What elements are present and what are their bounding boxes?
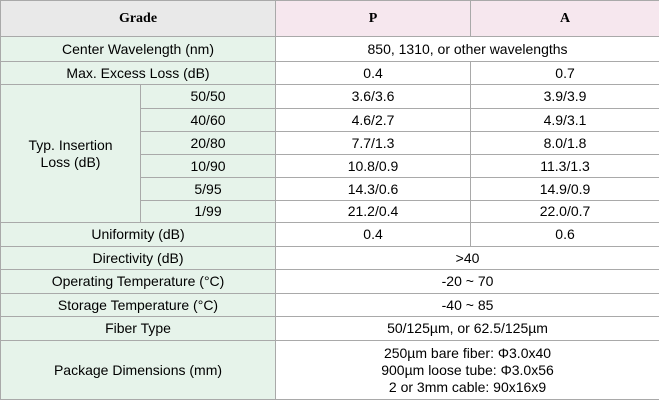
row-label: Typ. Insertion Loss (dB) [0, 84, 141, 223]
row: 1/99 21.2/0.4 22.0/0.7 [1, 200, 659, 223]
cell: 0.4 [275, 222, 472, 247]
cell: 3.9/3.9 [470, 84, 659, 109]
row-label: Storage Temperature (°C) [0, 293, 277, 317]
header-cell: A [470, 0, 659, 37]
cell: 3.6/3.6 [275, 84, 472, 109]
cell: 11.3/1.3 [470, 154, 659, 178]
sub-label: 50/50 [139, 84, 277, 109]
row-label: Center Wavelength (nm) [0, 36, 277, 62]
cell: -40 ~ 85 [275, 293, 659, 317]
row-label: Package Dimensions (mm) [0, 340, 277, 400]
cell: >40 [275, 246, 659, 270]
cell: 4.9/3.1 [470, 108, 659, 132]
cell: 14.9/0.9 [470, 177, 659, 201]
row-label: Directivity (dB) [0, 246, 277, 270]
row: Package Dimensions (mm) 250µm bare fiber… [0, 340, 659, 400]
cell: 4.6/2.7 [275, 108, 472, 132]
row: 40/60 4.6/2.7 4.9/3.1 [1, 108, 659, 132]
row: Uniformity (dB) 0.4 0.6 [0, 222, 659, 247]
row: Storage Temperature (°C) -40 ~ 85 [0, 293, 659, 317]
row: 5/95 14.3/0.6 14.9/0.9 [1, 177, 659, 201]
sub-label: 40/60 [139, 108, 277, 132]
sub-label: 5/95 [139, 177, 277, 201]
row: Center Wavelength (nm) 850, 1310, or oth… [0, 36, 659, 62]
cell: 50/125µm, or 62.5/125µm [275, 316, 659, 341]
row-label: Max. Excess Loss (dB) [0, 61, 277, 85]
cell: 0.7 [470, 61, 659, 85]
row: 20/80 7.7/1.3 8.0/1.8 [1, 131, 659, 155]
cell: 850, 1310, or other wavelengths [275, 36, 659, 62]
cell-line: 250µm bare fiber: Φ3.0x40 [383, 344, 552, 361]
cell: 250µm bare fiber: Φ3.0x40 900µm loose tu… [275, 340, 659, 400]
cell: 0.6 [470, 222, 659, 247]
row: Fiber Type 50/125µm, or 62.5/125µm [0, 316, 659, 341]
cell: 8.0/1.8 [470, 131, 659, 155]
row: Typ. Insertion Loss (dB) 50/50 3.6/3.6 3… [0, 84, 659, 223]
header-row: Grade P A [0, 0, 659, 37]
cell: 22.0/0.7 [470, 200, 659, 223]
header-cell: Grade [0, 0, 277, 37]
cell: -20 ~ 70 [275, 269, 659, 294]
row-label: Fiber Type [0, 316, 277, 341]
row: 10/90 10.8/0.9 11.3/1.3 [1, 154, 659, 178]
cell: 21.2/0.4 [275, 200, 472, 223]
header-cell: P [275, 0, 472, 37]
row: Max. Excess Loss (dB) 0.4 0.7 [0, 61, 659, 85]
row: Operating Temperature (°C) -20 ~ 70 [0, 269, 659, 294]
sub-label: 10/90 [139, 154, 277, 178]
cell-line: 900µm loose tube: Φ3.0x56 [381, 361, 554, 378]
cell: 0.4 [275, 61, 472, 85]
cell: 14.3/0.6 [275, 177, 472, 201]
cell: 10.8/0.9 [275, 154, 472, 178]
cell: 7.7/1.3 [275, 131, 472, 155]
row: Directivity (dB) >40 [0, 246, 659, 270]
sub-label: 20/80 [139, 131, 277, 155]
row-label: Uniformity (dB) [0, 222, 277, 247]
sub-label: 1/99 [139, 200, 277, 223]
row-label: Operating Temperature (°C) [0, 269, 277, 294]
cell-line: 2 or 3mm cable: 90x16x9 [388, 378, 547, 395]
